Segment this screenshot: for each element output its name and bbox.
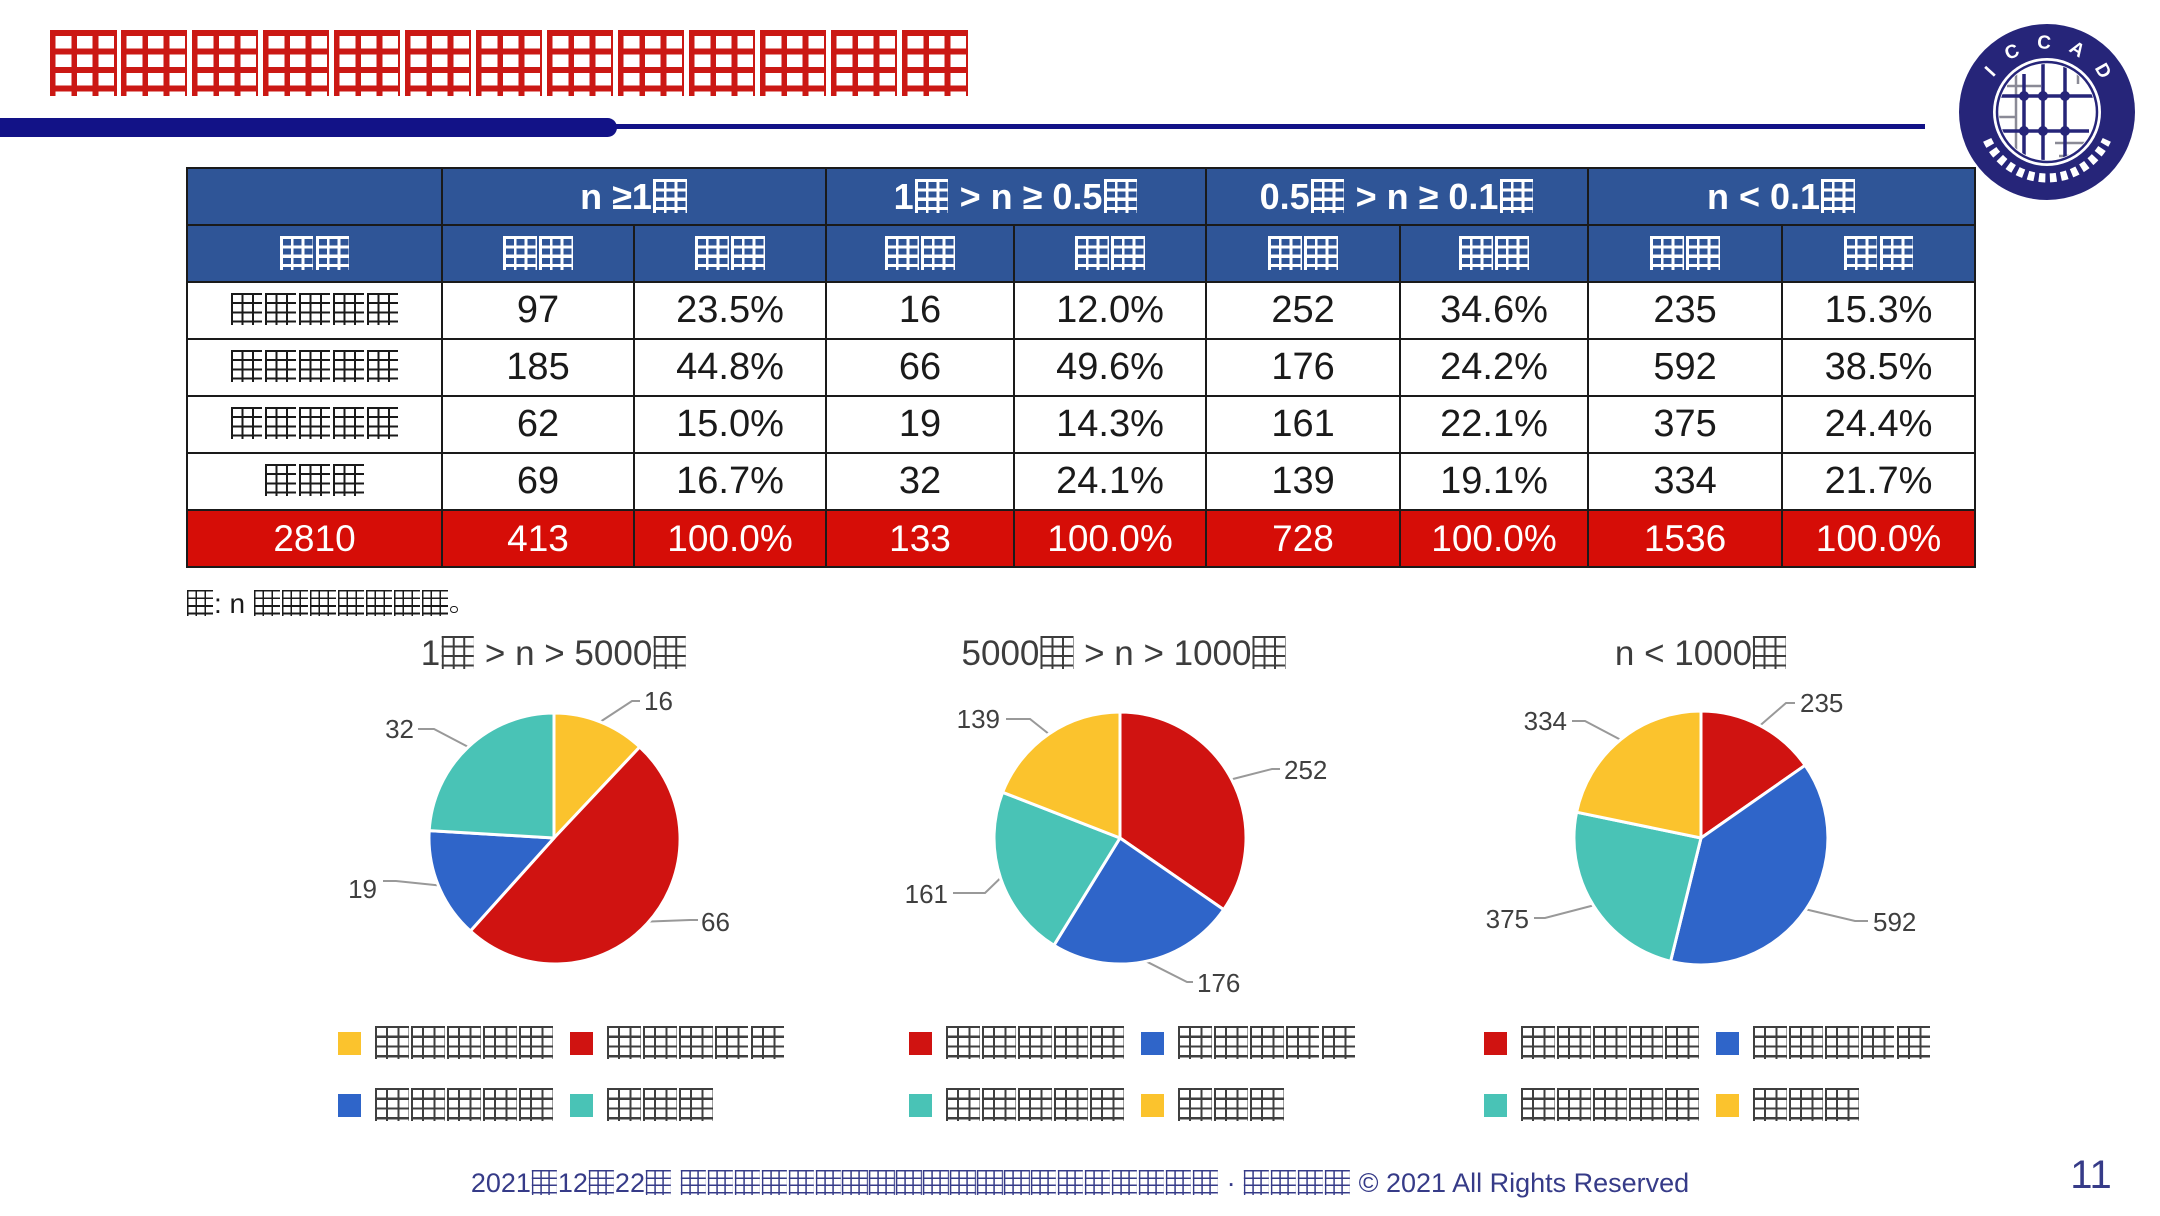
svg-text:592: 592 [1873, 907, 1916, 937]
svg-text:139: 139 [957, 704, 1000, 734]
svg-text:19: 19 [348, 874, 377, 904]
svg-text:32: 32 [385, 714, 414, 744]
svg-text:235: 235 [1800, 688, 1843, 718]
svg-text:252: 252 [1284, 755, 1327, 785]
svg-text:334: 334 [1524, 706, 1567, 736]
svg-text:375: 375 [1486, 904, 1529, 934]
svg-text:66: 66 [701, 907, 730, 937]
svg-text:176: 176 [1197, 968, 1240, 998]
svg-text:161: 161 [905, 879, 948, 909]
svg-text:16: 16 [644, 686, 673, 716]
